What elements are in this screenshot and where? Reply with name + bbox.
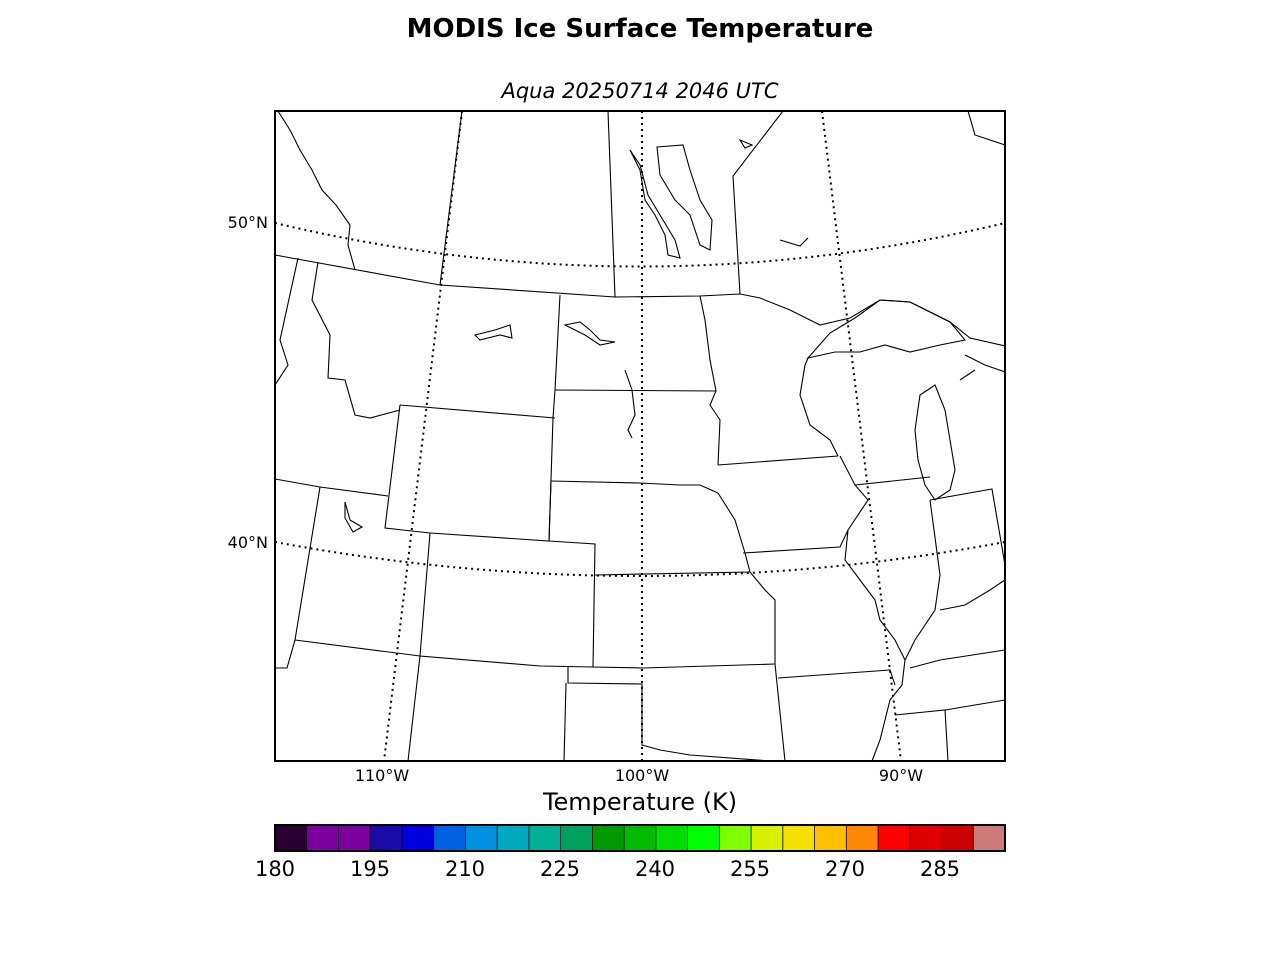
- colorbar-tick-label: 180: [255, 857, 295, 881]
- colorbar-ticks: 180 195 210 225 240 255 270 285: [255, 857, 960, 881]
- lat-label-40n: 40°N: [228, 533, 268, 552]
- colorbar-swatch: [751, 825, 784, 851]
- colorbar-swatch: [401, 825, 435, 851]
- chart-title: MODIS Ice Surface Temperature: [406, 14, 874, 44]
- colorbar-swatch: [465, 825, 498, 851]
- colorbar-tick-label: 195: [350, 857, 390, 881]
- map-geography: [275, 111, 1005, 761]
- north-south-dakota-boundary: [554, 389, 717, 392]
- ohio-river: [939, 579, 1005, 611]
- lake-manitoba: [629, 149, 681, 259]
- iowa-minnesota-boundary: [717, 455, 839, 466]
- dakota-minnesota-boundary: [699, 295, 721, 466]
- new-mexico-colorado: [407, 655, 421, 761]
- idaho-washington-boundary: [275, 257, 299, 386]
- wyoming-boundaries: [384, 404, 554, 542]
- colorbar-swatch: [592, 825, 625, 851]
- illinois-indiana-boundary: [904, 499, 941, 661]
- tennessee-kentucky: [909, 649, 1005, 669]
- colorbar-swatch: [814, 825, 847, 851]
- chart-subtitle: Aqua 20250714 2046 UTC: [501, 79, 779, 103]
- mississippi-river: [844, 529, 906, 761]
- colorbar-tick-label: 240: [635, 857, 675, 881]
- map-frame: [274, 110, 1006, 762]
- colorbar-swatch: [433, 825, 466, 851]
- tennessee-south: [894, 709, 949, 761]
- lat-label-50n: 50°N: [228, 213, 268, 232]
- colorbar: [275, 825, 1006, 851]
- colorbar-swatch: [275, 825, 308, 851]
- montana-dakota-boundary: [552, 294, 561, 419]
- colorbar-swatch: [306, 825, 339, 851]
- indiana-ohio-boundary: [929, 488, 1005, 566]
- lake-sakakawea: [563, 321, 616, 346]
- colorado-boundary: [419, 532, 596, 668]
- parallel-50n: [275, 222, 1005, 268]
- iowa-boundary: [742, 455, 869, 554]
- montana-southern-boundary: [399, 404, 556, 419]
- colorbar-swatch: [528, 825, 562, 851]
- colorbar-swatch: [560, 825, 593, 851]
- wisconsin-illinois-boundary: [854, 476, 931, 486]
- oklahoma-arkansas: [774, 663, 786, 761]
- colorbar-swatch: [878, 825, 911, 851]
- colorbar-swatch: [655, 825, 689, 851]
- lake-michigan: [914, 384, 956, 501]
- coastline-west: [277, 111, 356, 271]
- parallel-40n: [275, 541, 1005, 577]
- colorbar-tick-label: 210: [445, 857, 485, 881]
- colorbar-swatch: [370, 825, 403, 851]
- texas-new-mexico: [563, 682, 567, 761]
- great-salt-lake: [344, 501, 364, 533]
- lake-huron: [959, 354, 1005, 381]
- colorbar-swatch: [719, 825, 752, 851]
- colorbar-swatch: [846, 825, 879, 851]
- hudson-bay-edge: [967, 111, 1005, 146]
- utah-wyoming: [319, 486, 389, 497]
- colorbar-tick-label: 225: [540, 857, 580, 881]
- nebraska-kansas-boundary: [594, 571, 751, 576]
- colorbar-swatch: [941, 825, 974, 851]
- colorbar-label: Temperature (K): [542, 788, 738, 816]
- ontario-lakes: [738, 138, 809, 247]
- oklahoma-panhandle: [567, 666, 771, 761]
- lon-label-90w: 90°W: [879, 766, 923, 785]
- oregon-idaho: [275, 478, 321, 488]
- saskatchewan-manitoba-boundary: [607, 111, 616, 298]
- manitoba-ontario-boundary: [732, 111, 784, 295]
- colorbar-tick-label: 285: [920, 857, 960, 881]
- colorbar-swatch: [687, 825, 720, 851]
- meridian-110w: [383, 111, 463, 761]
- oklahoma-kansas-boundary: [592, 663, 776, 669]
- colorbar-swatch: [782, 825, 816, 851]
- colorbar-swatch: [497, 825, 530, 851]
- colorbar-swatch: [973, 825, 1006, 851]
- lon-label-100w: 100°W: [615, 766, 670, 785]
- south-dakota-nebraska-boundary: [550, 480, 719, 494]
- lon-label-110w: 110°W: [355, 766, 410, 785]
- meridian-90w: [821, 111, 902, 761]
- alberta-saskatchewan-boundary: [439, 111, 463, 286]
- missouri-southern: [777, 669, 896, 686]
- alabama-line: [944, 699, 1005, 711]
- colorbar-swatch: [624, 825, 657, 851]
- colorbar-swatch: [338, 825, 371, 851]
- utah-nevada-boundary: [275, 486, 321, 669]
- wisconsin-boundary: [799, 357, 839, 457]
- colorbar-tick-label: 255: [730, 857, 770, 881]
- missouri-river-sd: [624, 369, 636, 439]
- colorbar-swatch: [909, 825, 943, 851]
- wyoming-south-dakota: [548, 480, 552, 542]
- utah-arizona: [294, 639, 421, 657]
- colorbar-tick-label: 270: [825, 857, 865, 881]
- missouri-river-ne-ia: [717, 492, 776, 664]
- fort-peck-lake: [473, 324, 513, 341]
- graticule: [275, 111, 1005, 761]
- lake-superior: [806, 299, 967, 359]
- idaho-montana-boundary: [311, 261, 401, 419]
- lake-winnipeg: [656, 144, 713, 251]
- colorbar-frame: [274, 824, 1006, 852]
